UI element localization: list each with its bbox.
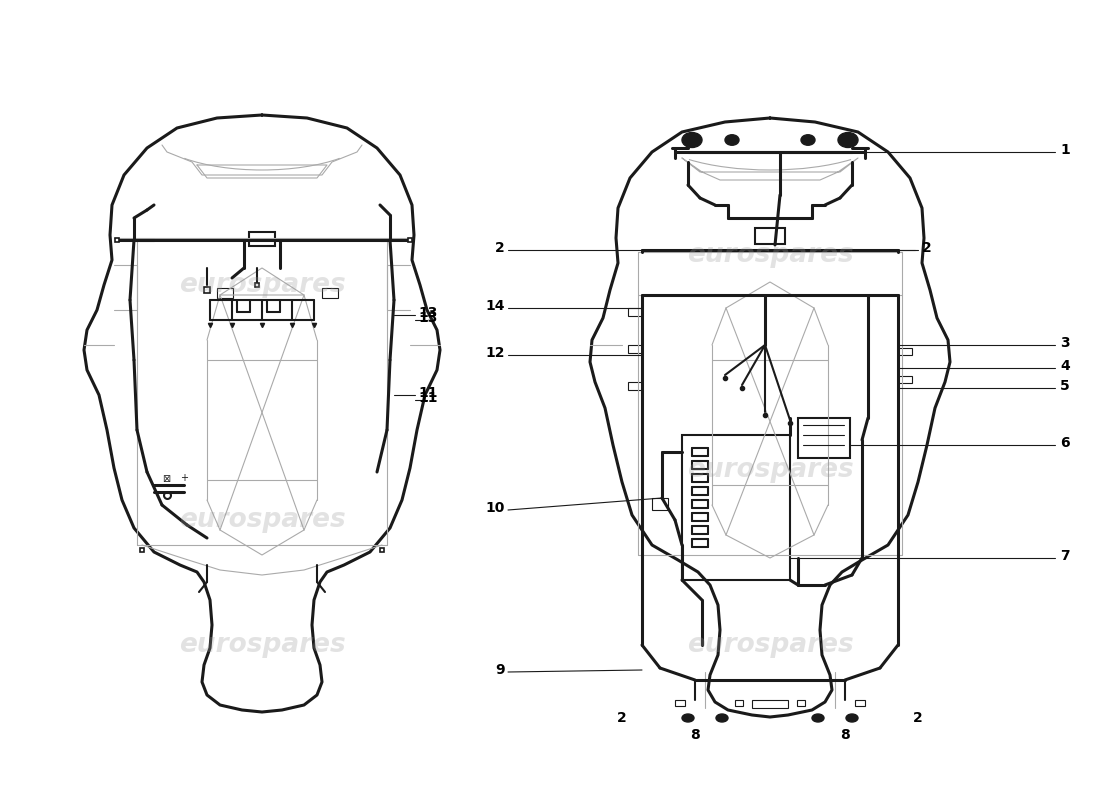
Bar: [682, 435, 790, 580]
Ellipse shape: [801, 134, 815, 146]
Text: 5: 5: [1060, 379, 1069, 393]
Bar: [628, 382, 642, 390]
Ellipse shape: [682, 714, 694, 722]
Text: eurospares: eurospares: [178, 507, 345, 533]
Bar: [735, 700, 743, 706]
Bar: [855, 700, 865, 706]
Text: 11: 11: [418, 386, 438, 400]
Bar: [675, 700, 685, 706]
Text: 8: 8: [840, 728, 850, 742]
Bar: [798, 700, 805, 706]
Bar: [652, 498, 668, 510]
Bar: [249, 232, 275, 246]
Text: $\boxtimes$: $\boxtimes$: [163, 473, 172, 483]
Ellipse shape: [682, 133, 702, 147]
Bar: [752, 700, 788, 708]
Text: 6: 6: [1060, 436, 1069, 450]
Text: 3: 3: [1060, 336, 1069, 350]
Bar: [898, 348, 912, 355]
Bar: [628, 308, 642, 316]
Text: 8: 8: [690, 728, 700, 742]
Text: 2: 2: [617, 711, 627, 725]
Text: eurospares: eurospares: [686, 457, 854, 483]
Bar: [898, 376, 912, 383]
Text: +: +: [180, 473, 188, 483]
Text: 1: 1: [1060, 143, 1069, 157]
Ellipse shape: [838, 133, 858, 147]
Text: 13: 13: [418, 306, 438, 320]
Text: 7: 7: [1060, 549, 1069, 563]
Bar: [755, 228, 785, 244]
Ellipse shape: [846, 714, 858, 722]
Text: eurospares: eurospares: [686, 242, 854, 268]
Text: 2: 2: [913, 711, 923, 725]
Text: eurospares: eurospares: [178, 632, 345, 658]
Bar: [217, 288, 233, 298]
Text: 4: 4: [1060, 359, 1069, 373]
Text: 13: 13: [418, 311, 438, 325]
Text: 10: 10: [485, 501, 505, 515]
Text: eurospares: eurospares: [686, 632, 854, 658]
Bar: [798, 418, 850, 458]
Ellipse shape: [812, 714, 824, 722]
Text: 12: 12: [485, 346, 505, 360]
Ellipse shape: [716, 714, 728, 722]
Text: 2: 2: [922, 241, 932, 255]
Ellipse shape: [725, 134, 739, 146]
Bar: [322, 288, 338, 298]
Text: 14: 14: [485, 299, 505, 313]
Text: 2: 2: [495, 241, 505, 255]
Text: 11: 11: [418, 391, 438, 405]
Bar: [628, 345, 642, 353]
Text: 9: 9: [495, 663, 505, 677]
Text: eurospares: eurospares: [178, 272, 345, 298]
